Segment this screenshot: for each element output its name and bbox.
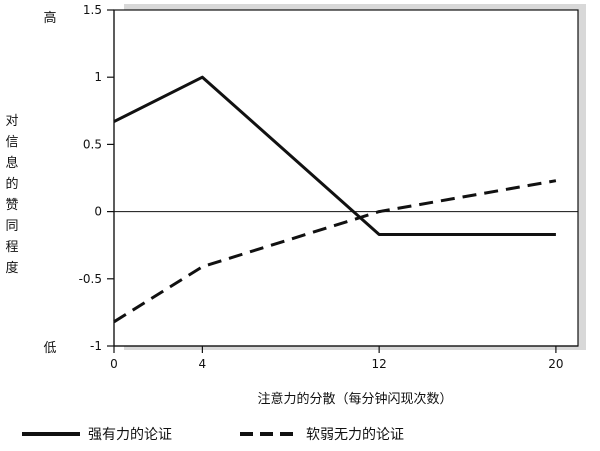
y-axis-label-char: 信 [5,135,18,150]
y-axis-label-char: 对 [5,114,18,129]
x-tick-label: 0 [110,357,118,371]
series-line-weak [113,179,557,324]
plot-frame [113,9,579,347]
y-axis-label-char: 程 [5,240,18,255]
legend-item-weak: 软弱无力的论证 [240,424,404,444]
legend-swatch-solid [22,432,80,436]
x-tick-label: 20 [548,357,563,371]
y-axis-label-char: 息 [5,155,18,171]
y-axis-label-char: 度 [5,260,18,276]
x-tick-label: 12 [372,357,387,371]
y-tick-label: 1 [94,70,102,84]
y-axis-label-char: 同 [5,219,18,234]
y-tick-label: 0 [94,205,102,219]
y-tick-label: 0.5 [83,137,102,151]
legend-swatch-dashed [240,432,298,436]
legend-label-weak: 软弱无力的论证 [306,427,404,443]
y-marker-low: 低 [43,341,56,356]
legend-item-strong: 强有力的论证 [22,424,172,444]
y-tick-label: -1 [90,339,102,353]
y-tick-label: -0.5 [79,272,102,286]
legend-label-strong: 强有力的论证 [88,427,172,443]
y-axis-label-char: 赞 [5,198,18,213]
x-axis-label: 注意力的分散（每分钟闪现次数） [257,391,452,407]
series-line-strong [113,75,556,236]
y-axis-label-char: 的 [5,176,18,192]
x-tick-label: 4 [199,357,207,371]
y-marker-high: 高 [43,10,56,26]
y-tick-label: 1.5 [83,3,102,17]
